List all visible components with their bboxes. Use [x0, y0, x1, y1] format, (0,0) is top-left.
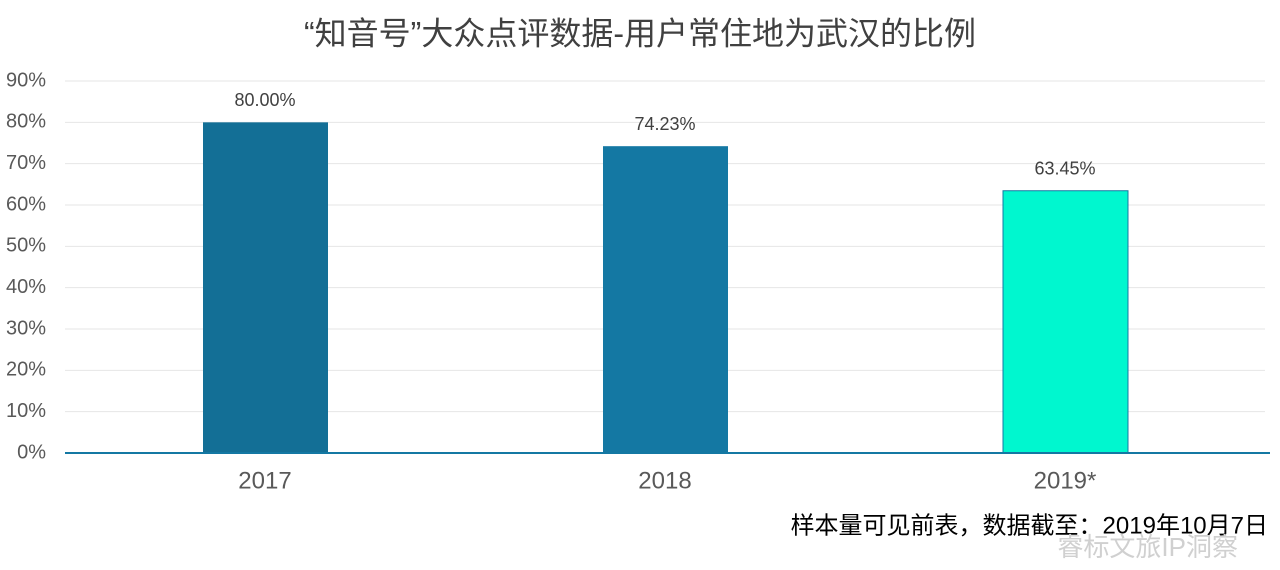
y-tick-label: 0% [17, 441, 46, 463]
value-label: 63.45% [1034, 158, 1095, 178]
x-tick-label: 2017 [238, 467, 291, 494]
x-tick-label: 2019* [1034, 467, 1097, 494]
watermark: 睿标文旅IP洞察 [1057, 532, 1238, 562]
y-tick-label: 50% [6, 235, 46, 257]
bar [1002, 190, 1129, 454]
value-label: 80.00% [234, 90, 295, 110]
y-tick-label: 70% [6, 152, 46, 174]
bar [203, 122, 328, 453]
y-tick-label: 30% [6, 317, 46, 339]
value-label: 74.23% [634, 114, 695, 134]
y-tick-label: 10% [6, 400, 46, 422]
y-tick-label: 20% [6, 359, 46, 381]
bar [603, 146, 728, 453]
footnote: 样本量可见前表，数据截至：2019年10月7日 [791, 512, 1268, 539]
x-tick-label: 2018 [638, 467, 691, 494]
y-tick-label: 40% [6, 276, 46, 298]
chart-title: “知音号”大众点评数据-用户常住地为武汉的比例 [304, 15, 976, 51]
y-tick-label: 90% [6, 69, 46, 91]
y-tick-label: 60% [6, 193, 46, 215]
y-tick-label: 80% [6, 111, 46, 133]
